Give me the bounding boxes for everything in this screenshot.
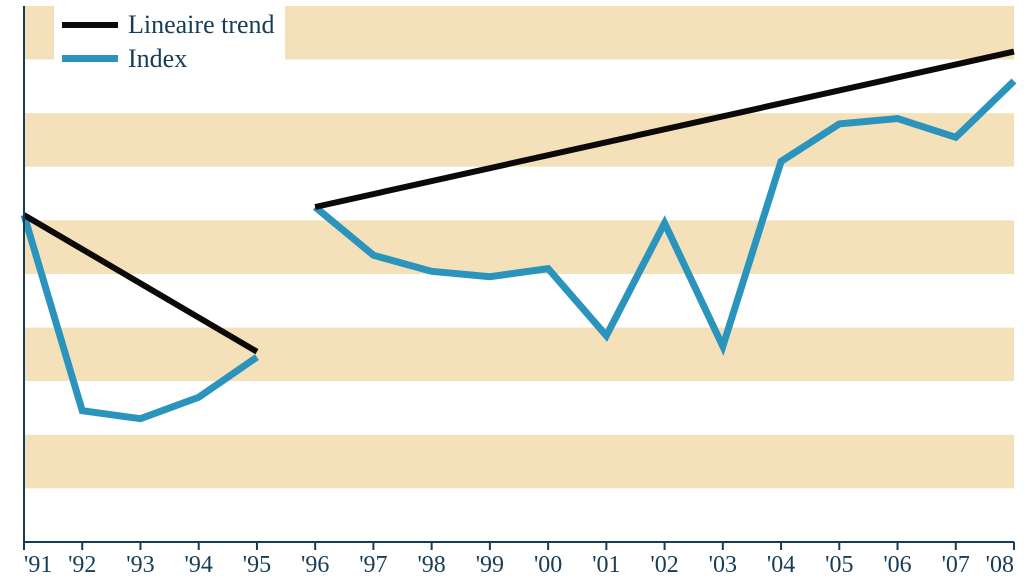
x-tick-label: '03	[709, 552, 737, 576]
x-tick-label: '98	[417, 552, 445, 576]
x-tick-label: '01	[592, 552, 620, 576]
x-tick-label: '92	[68, 552, 96, 576]
x-tick-label: '04	[767, 552, 795, 576]
chart-svg: '91 '92 '93 '94 '95 '96 '97 '98 '99 '00 '01 '02 '03 '…	[0, 0, 1024, 576]
x-tick-label: '06	[883, 552, 911, 576]
x-tick-label: '05	[825, 552, 853, 576]
legend: Lineaire trend Index	[54, 4, 285, 82]
legend-label-index: Index	[128, 42, 187, 76]
x-tick-label: '07	[942, 552, 970, 576]
legend-item-index: Index	[62, 42, 275, 76]
x-tick-label: '91	[24, 552, 52, 576]
legend-swatch-index	[62, 55, 118, 62]
x-tick-label: '08	[986, 552, 1014, 576]
x-tick-label: '93	[126, 552, 154, 576]
x-tick-label: '02	[650, 552, 678, 576]
x-tick-label: '00	[534, 552, 562, 576]
trend-chart: '91 '92 '93 '94 '95 '96 '97 '98 '99 '00 '01 '02 '03 '…	[0, 0, 1024, 576]
x-tick-label: '99	[476, 552, 504, 576]
x-tick-label: '97	[359, 552, 387, 576]
legend-item-trend: Lineaire trend	[62, 8, 275, 42]
x-tick-label: '96	[301, 552, 329, 576]
x-tick-label: '95	[243, 552, 271, 576]
legend-swatch-trend	[62, 22, 118, 28]
x-tick-label: '94	[185, 552, 213, 576]
legend-label-trend: Lineaire trend	[128, 8, 275, 42]
